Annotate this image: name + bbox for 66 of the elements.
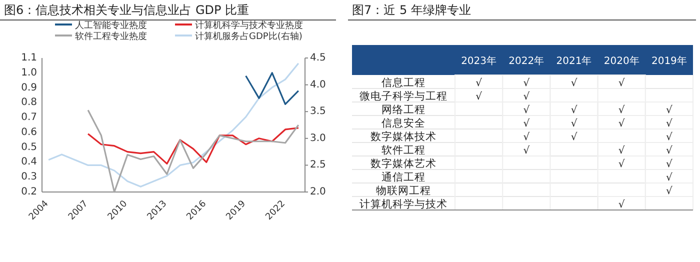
text: √ xyxy=(666,104,672,116)
y-tick-label: 信息安全 xyxy=(382,116,426,130)
y-tick-label: 0.7 xyxy=(21,112,37,124)
legend-label: 软件工程专业热度 xyxy=(75,31,147,42)
y2-tick-label: 2.0 xyxy=(310,186,326,198)
y2-tick-label: 3.0 xyxy=(310,132,326,144)
x-tick-label: 2022年 xyxy=(508,55,544,67)
chart-title: 图6：信息技术相关专业与信息业占 GDP 比重 xyxy=(4,3,250,17)
text: √ xyxy=(570,78,578,89)
y-tick-label: 1.1 xyxy=(21,52,37,64)
text: √ xyxy=(666,145,672,156)
y-tick-label: 计算机科学与技术 xyxy=(360,197,448,210)
y-tick-label: 1.0 xyxy=(21,67,37,78)
text: √ xyxy=(666,118,672,130)
text: √ xyxy=(618,199,625,210)
text: √ xyxy=(523,132,530,143)
y-tick-label: 数字媒体艺术 xyxy=(370,156,436,170)
y-tick-label: 0.2 xyxy=(21,186,37,198)
x-tick-label: 2020年 xyxy=(604,55,640,67)
y-tick-label: 0.8 xyxy=(21,97,37,108)
text: √ xyxy=(523,145,530,156)
y-tick-label: 软件工程 xyxy=(382,144,426,156)
text: √ xyxy=(570,104,578,116)
text: √ xyxy=(666,172,672,184)
y2-tick-label: 4.5 xyxy=(310,52,326,64)
legend-label: 计算机科学与技术专业热度 xyxy=(195,20,303,31)
line-series xyxy=(87,127,300,165)
text: √ xyxy=(618,145,625,156)
y-tick-label: 信息工程 xyxy=(382,76,426,89)
line-series xyxy=(48,62,300,188)
text: √ xyxy=(618,104,625,116)
text: √ xyxy=(523,104,530,116)
text: √ xyxy=(523,78,530,89)
text: √ xyxy=(476,78,482,89)
text: √ xyxy=(570,118,578,130)
text: √ xyxy=(476,91,482,102)
text: √ xyxy=(523,91,530,102)
x-tick-label: 2023年 xyxy=(461,55,497,67)
text: √ xyxy=(666,132,672,143)
line-series xyxy=(87,109,300,193)
y-tick-label: 0.9 xyxy=(21,82,37,94)
x-tick-label: 2019年 xyxy=(651,55,687,67)
y2-tick-label: 4.0 xyxy=(310,79,326,90)
y-tick-label: 0.6 xyxy=(21,126,37,138)
text: √ xyxy=(666,186,672,197)
y-tick-label: 微电子科学与工程 xyxy=(360,89,448,102)
chart-title: 图7：近 5 年绿牌专业 xyxy=(352,3,471,17)
text: √ xyxy=(618,118,625,130)
y-tick-label: 数字媒体技术 xyxy=(370,130,436,143)
text: √ xyxy=(523,118,530,130)
y-tick-label: 0.4 xyxy=(21,156,37,168)
y2-tick-label: 2.5 xyxy=(310,160,326,171)
y-tick-label: 网络工程 xyxy=(382,104,426,116)
text: √ xyxy=(570,132,578,143)
y-tick-label: 0.3 xyxy=(21,172,37,183)
line-series xyxy=(245,72,300,105)
y2-tick-label: 3.5 xyxy=(310,106,326,118)
text: √ xyxy=(618,158,625,170)
text: √ xyxy=(666,158,672,170)
y-tick-label: 通信工程 xyxy=(382,170,426,184)
legend-label: 人工智能专业热度 xyxy=(75,20,147,31)
text: √ xyxy=(618,78,625,89)
y-tick-label: 0.5 xyxy=(21,142,37,153)
legend-label: 计算机服务占GDP比(右轴) xyxy=(195,31,302,42)
x-tick-label: 2021年 xyxy=(556,55,592,67)
y-tick-label: 物联网工程 xyxy=(376,184,431,197)
